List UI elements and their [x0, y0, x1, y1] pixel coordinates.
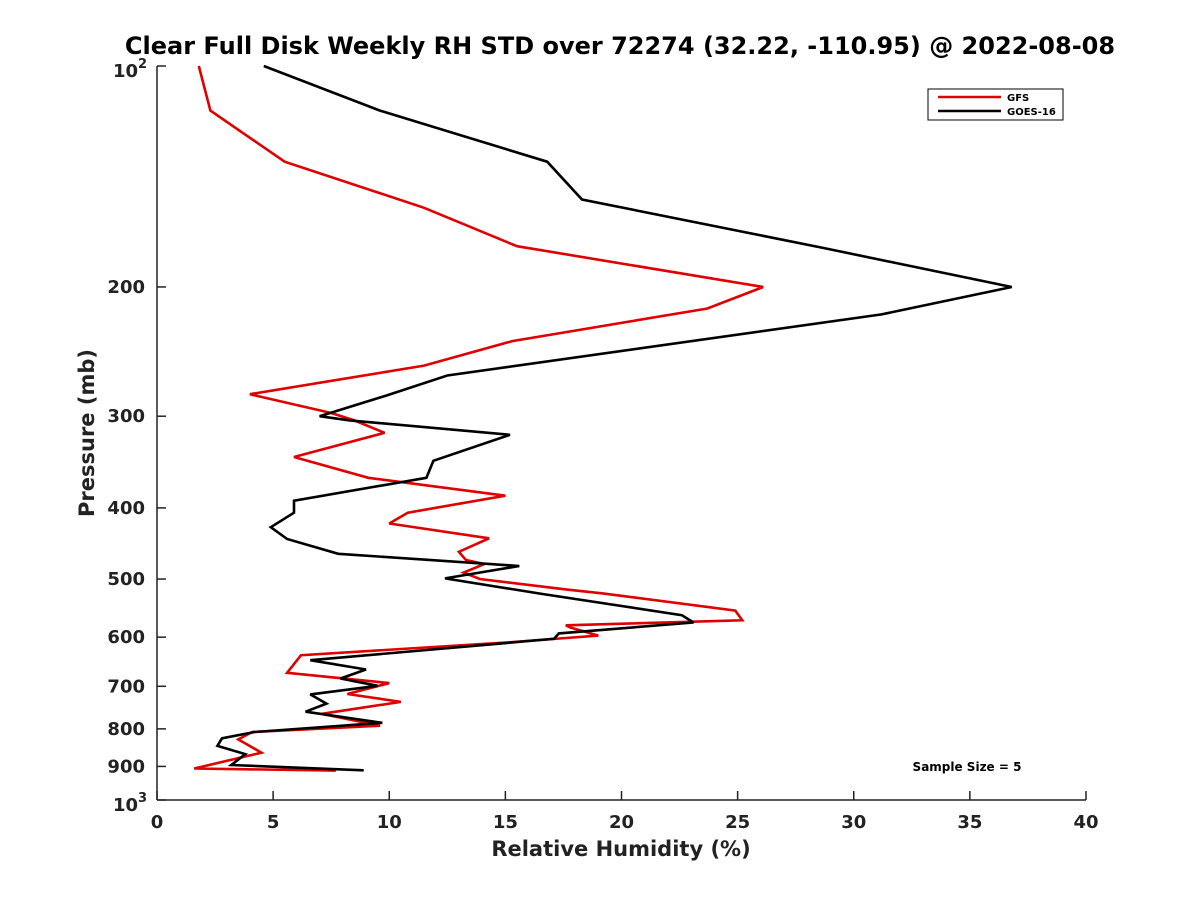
- x-tick-label: 15: [493, 812, 518, 833]
- y-tick-label: 200: [107, 277, 145, 298]
- series-layer: [193, 64, 1012, 772]
- x-tick-label: 35: [957, 812, 982, 833]
- chart-title: Clear Full Disk Weekly RH STD over 72274…: [125, 32, 1115, 60]
- y-tick-label: 300: [107, 406, 145, 427]
- y-tick-label: 700: [107, 676, 145, 697]
- x-ticks: 0 5 10 15 20 25 30 35 40: [151, 791, 1099, 833]
- x-tick-label: 10: [377, 812, 402, 833]
- y-tick-label: 800: [107, 719, 145, 740]
- x-tick-label: 20: [609, 812, 634, 833]
- legend-box: [927, 88, 1064, 121]
- y-tick-label: 600: [107, 627, 145, 648]
- x-tick-label: 5: [267, 812, 280, 833]
- y-ticks: 102 200 300 400 500 600 700 800 900 103: [107, 57, 166, 816]
- y-tick-label: 500: [107, 569, 145, 590]
- y-tick-label: 900: [107, 756, 145, 777]
- y-tick-label: 102: [113, 57, 147, 82]
- sample-size-annotation: Sample Size = 5: [913, 760, 1022, 774]
- x-tick-label: 40: [1073, 812, 1098, 833]
- x-tick-label: 0: [151, 812, 164, 833]
- legend-label-goes16: GOES-16: [1007, 107, 1056, 118]
- y-tick-label: 103: [113, 791, 147, 816]
- x-axis-label: Relative Humidity (%): [491, 837, 750, 861]
- y-tick-label: 400: [107, 498, 145, 519]
- legend-label-gfs: GFS: [1007, 93, 1029, 104]
- axes: [156, 66, 1086, 801]
- legend: GFS GOES-16: [927, 88, 1064, 121]
- x-tick-label: 25: [725, 812, 750, 833]
- y-axis-label: Pressure (mb): [75, 349, 99, 517]
- x-tick-label: 30: [841, 812, 866, 833]
- series-line-gfs: [193, 65, 764, 772]
- series-line-goes16: [215, 64, 1012, 772]
